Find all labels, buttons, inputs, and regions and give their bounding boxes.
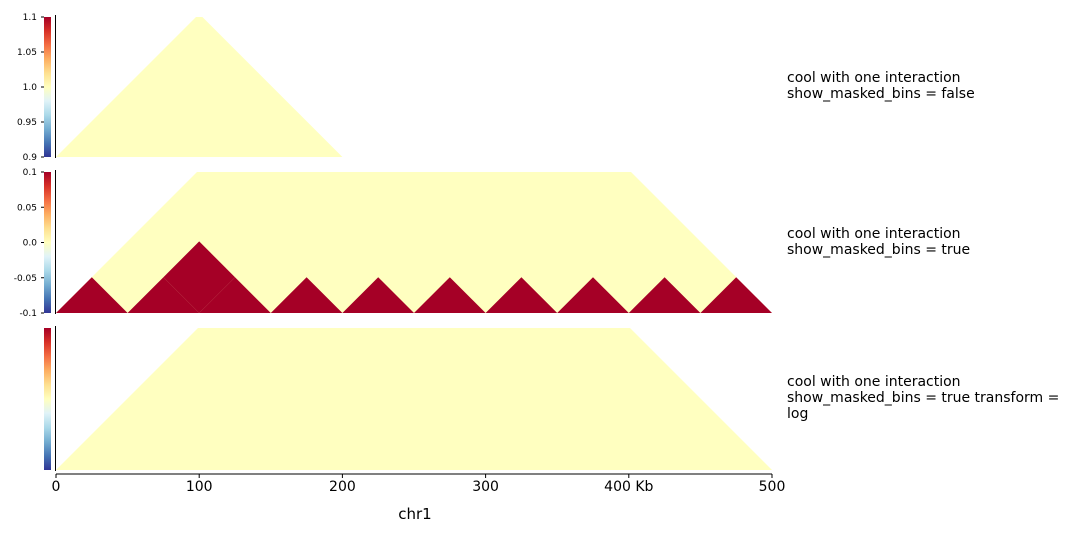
matrix-triangle — [56, 17, 343, 157]
colorbar-tick-label: -0.1 — [19, 309, 37, 319]
colorbar-tick-label: -0.05 — [14, 274, 37, 284]
colorbar — [44, 172, 51, 313]
colorbar-tick-label: 1.0 — [23, 83, 38, 93]
colorbar-tick-label: 0.9 — [23, 153, 38, 163]
colorbar-tick-label: 1.1 — [23, 13, 37, 23]
colorbar-tick-label: 1.05 — [17, 48, 37, 58]
x-axis: 0 100 200 300 400 Kb 500 — [52, 473, 786, 495]
masked-bin — [485, 277, 558, 313]
x-tick-label: 0 — [52, 479, 61, 495]
track-title: cool with one interaction show_masked_bi… — [787, 226, 971, 258]
x-axis-label: chr1 — [398, 505, 431, 523]
masked-bin — [342, 277, 414, 313]
track-1: 1.1 1.05 1.0 0.95 0.9 — [17, 13, 343, 163]
masked-bin — [199, 277, 271, 313]
masked-bin — [414, 277, 486, 313]
colorbar — [44, 328, 51, 470]
masked-bin — [628, 277, 701, 313]
masked-bin — [56, 277, 128, 313]
masked-bin — [127, 277, 200, 313]
x-tick-label: 100 — [186, 479, 213, 495]
x-tick-label: 200 — [329, 479, 356, 495]
interaction-cell — [163, 241, 235, 313]
track-3 — [44, 326, 772, 471]
colorbar-tick-label: 0.05 — [17, 203, 37, 213]
colorbar — [44, 17, 51, 157]
colorbar-tick-label: 0.95 — [17, 118, 37, 128]
matrix-triangle — [56, 328, 772, 470]
masked-bin — [700, 277, 772, 313]
x-tick-label: 400 Kb — [604, 479, 653, 495]
track-title: cool with one interaction show_masked_bi… — [787, 374, 1060, 422]
colorbar-tick-label: 0.0 — [23, 239, 38, 249]
x-tick-label: 500 — [759, 479, 786, 495]
track-title: cool with one interaction show_masked_bi… — [787, 70, 975, 102]
x-tick-label: 300 — [472, 479, 499, 495]
masked-bin — [270, 277, 343, 313]
masked-bin — [557, 277, 629, 313]
track-2: 0.1 0.05 0.0 -0.05 -0.1 — [14, 168, 772, 319]
colorbar-tick-label: 0.1 — [23, 168, 37, 178]
